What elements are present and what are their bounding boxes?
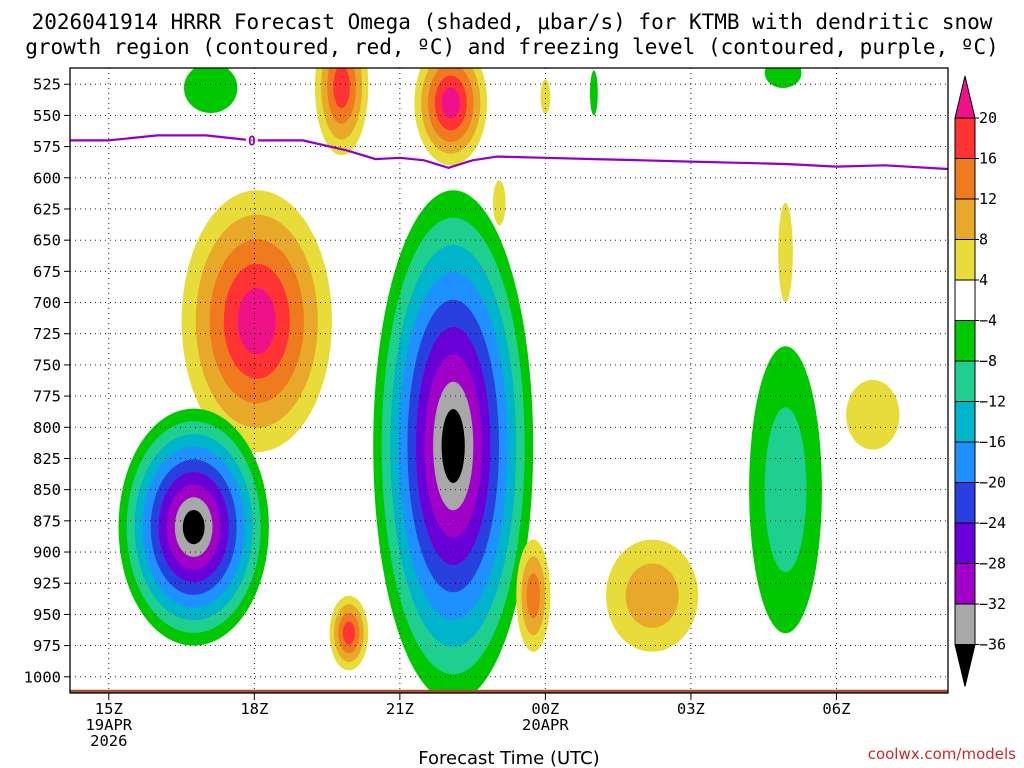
colorbar-label-4: 4 bbox=[979, 271, 988, 289]
omega-contour-upper-small-yellow-0 bbox=[540, 79, 551, 115]
freezing-level-contour: 0 bbox=[70, 132, 948, 171]
omega-contour-top-right-green-0 bbox=[764, 68, 802, 88]
y-tick-label-825: 825 bbox=[33, 450, 61, 468]
pressure-axis: 525 550 575 600 625 650 675 700 725 750 775 800 825 8… bbox=[24, 76, 70, 686]
colorbar-label-3: 8 bbox=[979, 231, 988, 249]
colorbar-label-11: −28 bbox=[979, 555, 1006, 573]
y-tick-label-675: 675 bbox=[33, 263, 61, 281]
y-tick-label-525: 525 bbox=[33, 76, 61, 94]
colorbar-label-5: −4 bbox=[979, 312, 997, 330]
y-tick-label-650: 650 bbox=[33, 232, 61, 250]
x-tick-label-18Z-0: 18Z bbox=[240, 700, 268, 718]
colorbar-over-triangle bbox=[954, 75, 976, 119]
omega-shading bbox=[118, 68, 900, 693]
y-tick-label-875: 875 bbox=[33, 512, 61, 530]
omega-contour-lower-left-ascent-3 bbox=[342, 621, 355, 645]
colorbar-label-2: 12 bbox=[979, 190, 997, 208]
colorbar-label-1: 16 bbox=[979, 150, 997, 168]
x-tick-label-15Z-2: 2026 bbox=[90, 732, 127, 750]
y-tick-label-975: 975 bbox=[33, 637, 61, 655]
x-tick-label-15Z-1: 19APR bbox=[85, 716, 132, 734]
omega-contour-top-right-plume-4 bbox=[441, 87, 460, 119]
chart-title-line-1: 2026041914 HRRR Forecast Omega (shaded, … bbox=[32, 10, 993, 34]
omega-contour-mid-right-small-0 bbox=[493, 180, 506, 226]
y-tick-label-1000: 1000 bbox=[24, 668, 61, 686]
omega-contour-center-descent-8 bbox=[441, 409, 465, 483]
y-tick-label-900: 900 bbox=[33, 544, 61, 562]
colorbar-segment-9 bbox=[954, 482, 976, 524]
y-tick-label-725: 725 bbox=[33, 325, 61, 343]
colorbar-label-12: −32 bbox=[979, 595, 1006, 613]
colorbar-label-13: −36 bbox=[979, 636, 1006, 654]
y-tick-label-950: 950 bbox=[33, 606, 61, 624]
x-tick-label-00Z-1: 20APR bbox=[522, 716, 569, 734]
y-tick-label-850: 850 bbox=[33, 481, 61, 499]
omega-contour-upper-small-green-0 bbox=[590, 70, 598, 116]
gridlines bbox=[70, 68, 948, 693]
colorbar-label-9: −20 bbox=[979, 474, 1006, 492]
y-tick-label-775: 775 bbox=[33, 388, 61, 406]
plot-frame bbox=[69, 67, 949, 694]
x-tick-label-00Z-0: 00Z bbox=[531, 700, 559, 718]
colorbar-segment-12 bbox=[954, 603, 976, 645]
y-tick-label-800: 800 bbox=[33, 419, 61, 437]
colorbar-segment-6 bbox=[954, 360, 976, 402]
colorbar-segment-5 bbox=[954, 320, 976, 362]
x-tick-label-03Z-0: 03Z bbox=[677, 700, 705, 718]
ground-surface bbox=[70, 689, 948, 693]
colorbar-segment-4 bbox=[954, 279, 976, 321]
colorbar-segment-11 bbox=[954, 563, 976, 605]
y-tick-label-750: 750 bbox=[33, 356, 61, 374]
omega-contour-top-center-plume-3 bbox=[333, 68, 350, 108]
colorbar-label-8: −16 bbox=[979, 433, 1006, 451]
colorbar-label-10: −24 bbox=[979, 514, 1006, 532]
chart-title-line-2: growth region (contoured, red, ºC) and f… bbox=[25, 35, 999, 59]
y-tick-label-700: 700 bbox=[33, 294, 61, 312]
colorbar-label-7: −12 bbox=[979, 393, 1006, 411]
ground-band bbox=[70, 689, 948, 693]
omega-contour-upper-left-green-0 bbox=[184, 68, 238, 113]
colorbar-segment-2 bbox=[954, 198, 976, 240]
y-tick-label-925: 925 bbox=[33, 575, 61, 593]
x-tick-label-15Z-0: 15Z bbox=[95, 700, 123, 718]
colorbar-segment-1 bbox=[954, 158, 976, 200]
omega-contour-right-sliver-yellow-0 bbox=[778, 202, 793, 303]
colorbar-label-6: −8 bbox=[979, 352, 997, 370]
omega-contour-left-descent-core-8 bbox=[182, 509, 205, 545]
freezing-level-line bbox=[70, 134, 948, 171]
freezing-level-label-bg bbox=[245, 132, 258, 149]
omega-contour-right-yellow-tongue-1 bbox=[625, 563, 679, 628]
y-tick-label-625: 625 bbox=[33, 200, 61, 218]
colorbar: 20 16 12 8 4 −4 −8 −12 −16 −20 −24 −28 −32 −36 bbox=[954, 75, 1006, 687]
colorbar-segment-0 bbox=[954, 117, 976, 159]
colorbar-segment-10 bbox=[954, 522, 976, 564]
x-axis-label: Forecast Time (UTC) bbox=[418, 748, 599, 768]
omega-contour-left-ascent-4 bbox=[237, 288, 276, 355]
omega-contour-far-right-yellow-0 bbox=[846, 379, 900, 450]
colorbar-segment-3 bbox=[954, 239, 976, 281]
omega-contour-lower-right-ascent-2 bbox=[526, 573, 541, 619]
x-tick-label-06Z-0: 06Z bbox=[822, 700, 850, 718]
y-tick-label-600: 600 bbox=[33, 169, 61, 187]
y-tick-label-575: 575 bbox=[33, 138, 61, 156]
colorbar-label-0: 20 bbox=[979, 109, 997, 127]
y-tick-label-550: 550 bbox=[33, 107, 61, 125]
x-tick-label-21Z-0: 21Z bbox=[386, 700, 414, 718]
colorbar-segment-7 bbox=[954, 401, 976, 443]
credit-link[interactable]: coolwx.com/models bbox=[868, 745, 1016, 763]
freezing-level-label: 0 bbox=[248, 134, 256, 149]
colorbar-segment-8 bbox=[954, 441, 976, 483]
colorbar-under-triangle bbox=[954, 644, 976, 687]
